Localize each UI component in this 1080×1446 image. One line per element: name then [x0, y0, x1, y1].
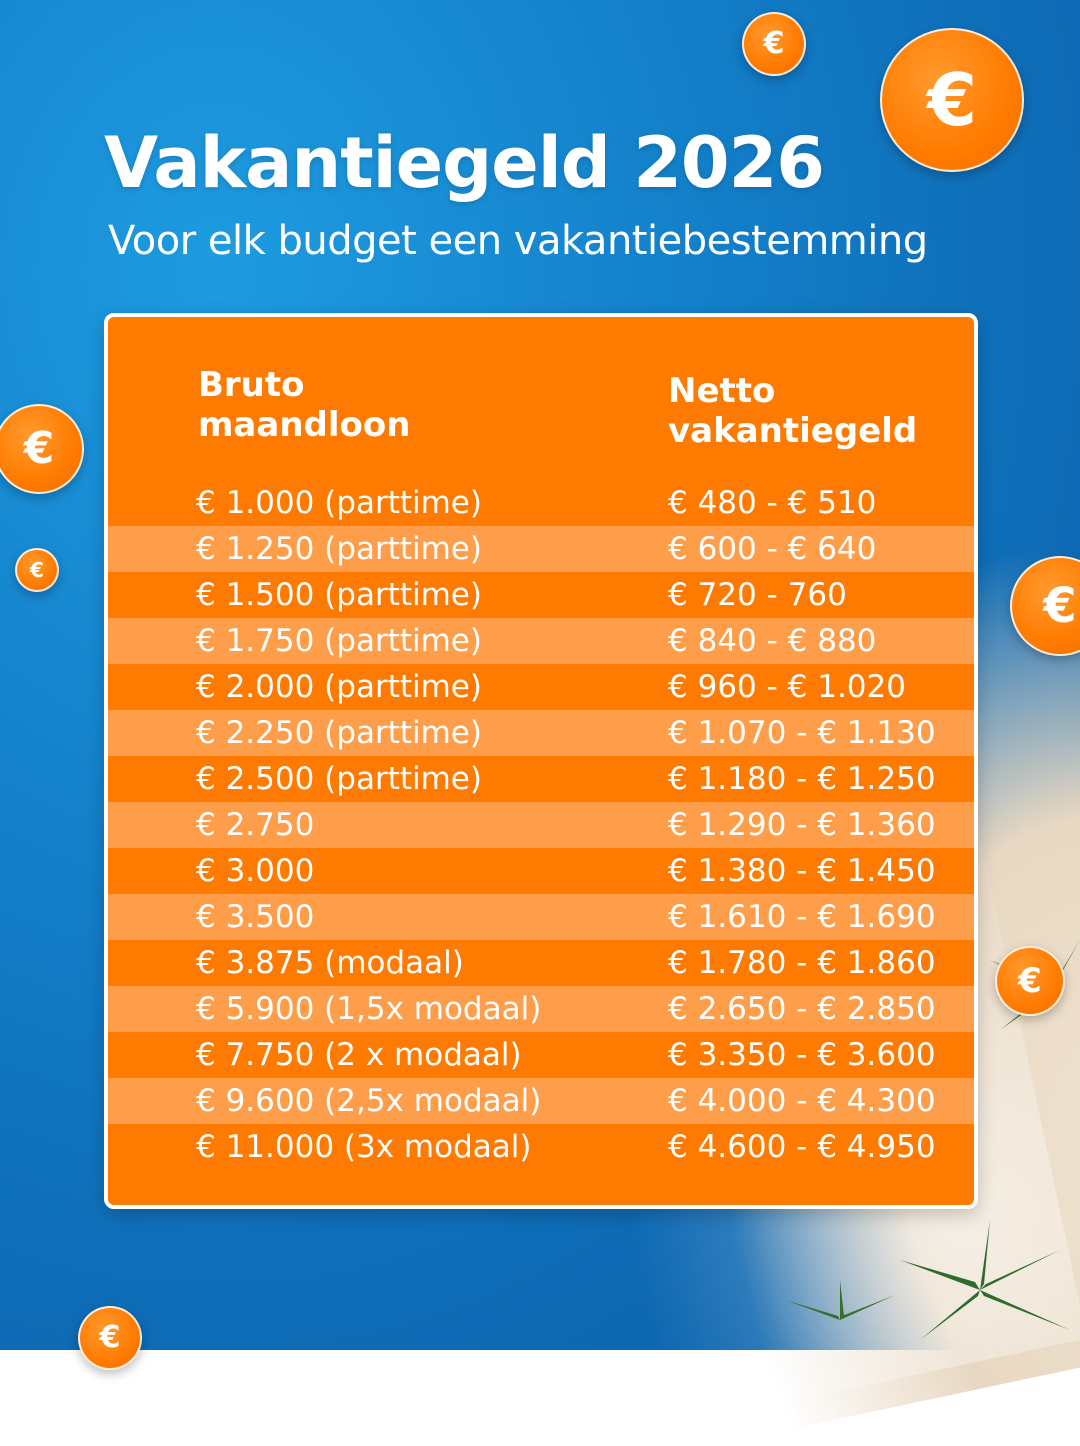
page-title: Vakantiegeld 2026 [104, 122, 825, 204]
table-row: € 3.000 € 1.380 - € 1.450 [108, 848, 974, 894]
netto-cell: € 1.070 - € 1.130 [668, 715, 936, 751]
table-row: € 7.750 (2 x modaal) € 3.350 - € 3.600 [108, 1032, 974, 1078]
bruto-cell: € 3.000 [196, 853, 315, 889]
netto-cell: € 480 - € 510 [668, 485, 877, 521]
table-row: € 11.000 (3x modaal) € 4.600 - € 4.950 [108, 1124, 974, 1170]
bruto-cell: € 5.900 (1,5x modaal) [196, 991, 542, 1027]
euro-coin-icon: € [742, 12, 806, 76]
netto-cell: € 1.180 - € 1.250 [668, 761, 936, 797]
bruto-cell: € 9.600 (2,5x modaal) [196, 1083, 542, 1119]
netto-cell: € 960 - € 1.020 [668, 669, 906, 705]
table-row: € 2.250 (parttime) € 1.070 - € 1.130 [108, 710, 974, 756]
euro-coin-icon: € [995, 946, 1065, 1016]
table-row: € 2.000 (parttime) € 960 - € 1.020 [108, 664, 974, 710]
netto-cell: € 4.000 - € 4.300 [668, 1083, 936, 1119]
euro-coin-icon: € [0, 404, 84, 494]
euro-coin-icon: € [78, 1306, 142, 1370]
netto-cell: € 1.290 - € 1.360 [668, 807, 936, 843]
netto-cell: € 720 - 760 [668, 577, 847, 613]
column-header-netto-line1: Netto [668, 371, 776, 411]
column-header-bruto: Bruto maandloon [198, 365, 598, 445]
table-body: € 1.000 (parttime) € 480 - € 510 € 1.250 … [108, 480, 974, 1170]
euro-coin-icon: € [880, 28, 1024, 172]
netto-cell: € 3.350 - € 3.600 [668, 1037, 936, 1073]
bruto-cell: € 2.250 (parttime) [196, 715, 482, 751]
table-row: € 2.500 (parttime) € 1.180 - € 1.250 [108, 756, 974, 802]
column-header-netto-line2: vakantiegeld [668, 411, 918, 451]
euro-coin-icon: € [15, 548, 59, 592]
table-row: € 1.250 (parttime) € 600 - € 640 [108, 526, 974, 572]
netto-cell: € 600 - € 640 [668, 531, 877, 567]
table-row: € 1.750 (parttime) € 840 - € 880 [108, 618, 974, 664]
bruto-cell: € 1.750 (parttime) [196, 623, 482, 659]
bruto-cell: € 2.500 (parttime) [196, 761, 482, 797]
bruto-cell: € 3.875 (modaal) [196, 945, 464, 981]
bruto-cell: € 2.000 (parttime) [196, 669, 482, 705]
netto-cell: € 4.600 - € 4.950 [668, 1129, 936, 1165]
table-row: € 5.900 (1,5x modaal) € 2.650 - € 2.850 [108, 986, 974, 1032]
bruto-cell: € 2.750 [196, 807, 315, 843]
column-header-netto: Netto vakantiegeld [668, 371, 968, 451]
table-row: € 1.000 (parttime) € 480 - € 510 [108, 480, 974, 526]
bruto-cell: € 7.750 (2 x modaal) [196, 1037, 522, 1073]
page-subtitle: Voor elk budget een vakantiebestemming [108, 218, 928, 264]
palm-tree-icon [900, 1220, 1070, 1340]
bruto-cell: € 1.250 (parttime) [196, 531, 482, 567]
netto-cell: € 2.650 - € 2.850 [668, 991, 936, 1027]
table-row: € 2.750 € 1.290 - € 1.360 [108, 802, 974, 848]
table-row: € 3.875 (modaal) € 1.780 - € 1.860 [108, 940, 974, 986]
column-header-bruto-line1: Bruto [198, 365, 305, 405]
bruto-cell: € 1.500 (parttime) [196, 577, 482, 613]
bruto-cell: € 3.500 [196, 899, 315, 935]
netto-cell: € 1.780 - € 1.860 [668, 945, 936, 981]
table-row: € 1.500 (parttime) € 720 - 760 [108, 572, 974, 618]
bruto-cell: € 11.000 (3x modaal) [196, 1129, 532, 1165]
palm-tree-icon [785, 1280, 895, 1320]
table-row: € 9.600 (2,5x modaal) € 4.000 - € 4.300 [108, 1078, 974, 1124]
salary-table: Bruto maandloon Netto vakantiegeld € 1.0… [104, 313, 978, 1209]
table-row: € 3.500 € 1.610 - € 1.690 [108, 894, 974, 940]
netto-cell: € 1.610 - € 1.690 [668, 899, 936, 935]
column-header-bruto-line2: maandloon [198, 405, 411, 445]
netto-cell: € 1.380 - € 1.450 [668, 853, 936, 889]
bruto-cell: € 1.000 (parttime) [196, 485, 482, 521]
netto-cell: € 840 - € 880 [668, 623, 877, 659]
